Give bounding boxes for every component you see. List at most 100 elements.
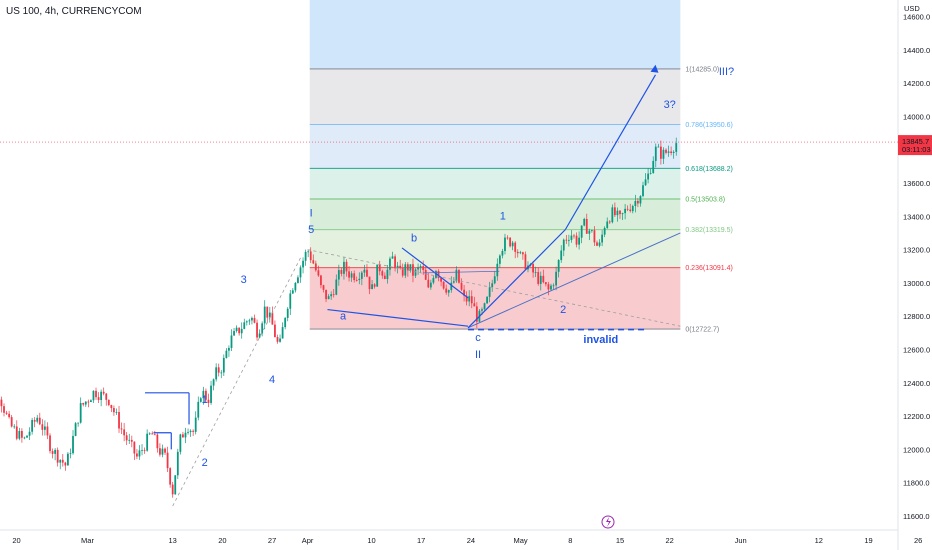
fib-zone — [309, 124, 681, 169]
candle-body — [322, 285, 325, 290]
wave-label: 2 — [560, 304, 566, 316]
x-tick-label: 24 — [467, 536, 475, 545]
candle-body — [138, 450, 141, 457]
candle-body — [72, 435, 74, 454]
candle-body — [396, 265, 399, 269]
candle-body — [598, 242, 601, 246]
candle-body — [575, 235, 578, 245]
candle-body — [424, 269, 427, 280]
candle-body — [437, 271, 440, 279]
candle-body — [631, 205, 634, 212]
candle-body — [215, 367, 218, 380]
candle-body — [626, 208, 629, 210]
candle-body — [470, 296, 473, 304]
candle-body — [222, 357, 225, 373]
candle-body — [672, 151, 675, 154]
candle-body — [284, 317, 287, 328]
candle-body — [128, 439, 131, 441]
countdown-value: 03:11:03 — [902, 145, 931, 154]
fib-zone — [309, 229, 681, 268]
fib-zone — [309, 68, 681, 125]
candle-body — [409, 264, 412, 271]
candle-body — [488, 287, 491, 297]
candle-body — [107, 399, 110, 406]
candle-body — [212, 379, 215, 386]
candle-body — [332, 294, 335, 296]
wave-line — [327, 308, 469, 327]
candle-body — [207, 399, 210, 403]
candle-body — [360, 272, 363, 279]
candle-body — [299, 267, 302, 278]
candle-body — [340, 270, 343, 274]
candle-body — [74, 423, 77, 436]
candle-body — [228, 347, 230, 351]
candle-body — [289, 293, 292, 309]
x-tick-label: 13 — [169, 536, 177, 545]
candle-body — [202, 390, 205, 399]
candle-body — [337, 270, 340, 280]
candle-body — [555, 271, 557, 286]
invalid-annotation: invalid — [583, 334, 618, 346]
y-tick-label: 13000.0 — [903, 279, 930, 288]
candle-body — [327, 296, 330, 300]
candle-body — [174, 475, 177, 495]
candle-body — [220, 372, 223, 374]
candle-body — [371, 284, 373, 290]
candle-body — [348, 271, 350, 278]
candle-body — [100, 391, 103, 401]
candle-body — [422, 266, 425, 270]
x-tick-label: Mar — [81, 536, 94, 545]
candle-body — [401, 268, 404, 276]
x-tick-label: 15 — [616, 536, 624, 545]
symbol-title: US 100, 4h, CURRENCYCOM — [6, 6, 142, 17]
candle-body — [243, 322, 246, 329]
candle-body — [606, 221, 609, 228]
candle-body — [593, 230, 596, 243]
candle-body — [130, 439, 133, 442]
candle-body — [38, 417, 41, 425]
wave-label: 1 — [202, 394, 208, 406]
candle-body — [355, 280, 358, 281]
candle-body — [578, 237, 581, 245]
candle-body — [230, 335, 233, 348]
candle-body — [335, 279, 338, 295]
x-tick-label: 19 — [864, 536, 872, 545]
candle-body — [404, 264, 407, 276]
candle-body — [455, 269, 458, 282]
candle-body — [657, 146, 660, 148]
candle-body — [54, 449, 57, 454]
candle-body — [647, 173, 650, 180]
candle-body — [238, 327, 241, 334]
candle-body — [419, 266, 422, 268]
candle-body — [97, 397, 100, 401]
candle-body — [23, 437, 26, 439]
candle-body — [516, 251, 519, 254]
trendline — [423, 270, 500, 274]
dashed-trendline — [172, 257, 301, 507]
y-tick-label: 13400.0 — [903, 212, 930, 221]
candle-body — [159, 448, 161, 455]
candle-body — [654, 146, 657, 161]
x-tick-label: 27 — [268, 536, 276, 545]
candle-body — [136, 453, 138, 457]
candle-body — [511, 242, 514, 247]
candle-body — [435, 271, 437, 278]
fib-level-label: 0.236(13091.4) — [685, 265, 732, 272]
y-tick-label: 11600.0 — [903, 512, 930, 521]
candle-body — [33, 420, 36, 422]
y-tick-label: 14000.0 — [903, 112, 930, 121]
candle-body — [483, 303, 486, 310]
candle-body — [524, 254, 527, 270]
candle-body — [608, 221, 611, 223]
candle-body — [79, 403, 82, 423]
candle-body — [235, 327, 238, 331]
candle-body — [412, 264, 414, 276]
candle-body — [621, 213, 624, 215]
candle-body — [506, 237, 509, 239]
x-tick-label: 12 — [815, 536, 823, 545]
candle-body — [381, 271, 384, 276]
candle-body — [120, 428, 123, 430]
candle-body — [286, 308, 289, 318]
candle-body — [77, 422, 80, 424]
